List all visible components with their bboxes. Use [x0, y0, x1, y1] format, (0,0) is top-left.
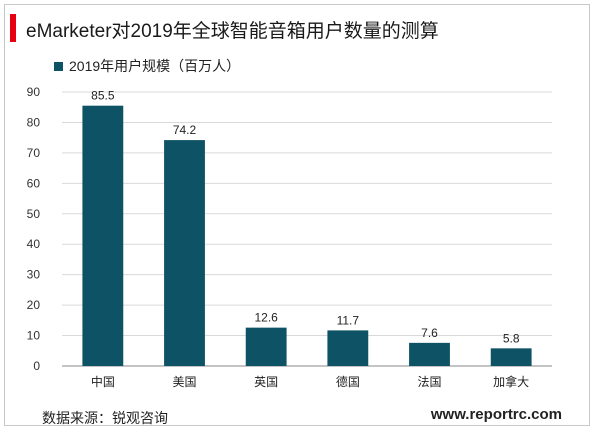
bar [409, 342, 450, 366]
y-tick-label: 30 [27, 268, 41, 282]
y-tick-label: 0 [33, 359, 40, 373]
data-label: 5.8 [503, 331, 520, 345]
data-label: 7.6 [421, 326, 438, 340]
y-tick-label: 90 [27, 85, 41, 99]
watermark: www.reportrc.com [430, 406, 562, 423]
legend: 2019年用户规模（百万人） [54, 56, 240, 76]
x-tick-label: 法国 [417, 375, 441, 389]
chart-title: eMarketer对2019年全球智能音箱用户数量的测算 [26, 21, 439, 42]
bar [164, 140, 205, 366]
bar [327, 330, 369, 366]
bar [490, 348, 532, 366]
x-tick-label: 加拿大 [493, 374, 529, 389]
y-tick-label: 20 [27, 298, 41, 312]
y-tick-label: 70 [27, 146, 41, 160]
legend-swatch [54, 61, 63, 71]
data-label: 12.6 [254, 311, 278, 325]
data-label: 85.5 [91, 89, 115, 103]
y-tick-label: 10 [27, 329, 41, 343]
source-note: 数据来源：锐观咨询 [42, 410, 168, 426]
x-tick-label: 中国 [91, 374, 115, 389]
y-tick-label: 80 [27, 115, 41, 129]
y-tick-label: 50 [27, 207, 41, 221]
title-accent-bar [10, 14, 16, 42]
y-tick-label: 40 [27, 237, 41, 251]
bar [245, 327, 287, 366]
bar [82, 105, 124, 366]
x-tick-label: 英国 [254, 375, 278, 389]
data-label: 11.7 [337, 313, 360, 327]
y-tick-label: 60 [27, 176, 41, 190]
x-tick-label: 美国 [172, 375, 196, 389]
legend-label: 2019年用户规模（百万人） [69, 58, 241, 74]
x-tick-label: 德国 [336, 374, 360, 389]
data-label: 74.2 [173, 123, 197, 137]
